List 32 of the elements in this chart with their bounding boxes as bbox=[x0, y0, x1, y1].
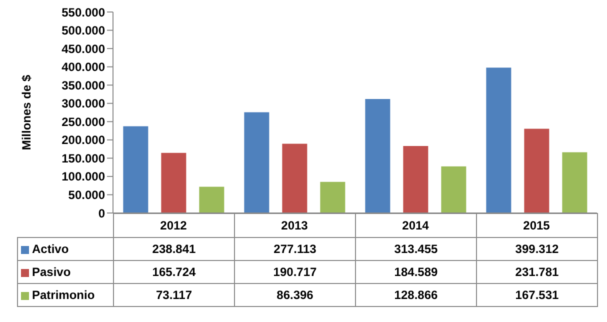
data-label: 73.117 bbox=[114, 284, 234, 306]
legend-label: Activo bbox=[32, 242, 69, 256]
y-tick-label: 500.000 bbox=[62, 24, 106, 38]
data-label: 86.396 bbox=[234, 284, 356, 306]
data-label: 238.841 bbox=[114, 238, 234, 260]
y-tick-label: 450.000 bbox=[62, 42, 106, 56]
data-label: 184.589 bbox=[356, 260, 476, 284]
y-tick-label: 350.000 bbox=[62, 78, 106, 92]
x-tick-label: 2012 bbox=[160, 218, 188, 233]
y-axis-title: Millones de $ bbox=[19, 74, 34, 150]
data-label: 231.781 bbox=[476, 260, 598, 284]
y-tick-label: 0 bbox=[98, 206, 106, 220]
y-tick-label: 400.000 bbox=[62, 60, 106, 74]
x-tick-label: 2013 bbox=[281, 218, 308, 233]
y-tick-label: 200.000 bbox=[62, 133, 106, 148]
data-label: 277.113 bbox=[234, 238, 356, 260]
y-tick-label: 100.000 bbox=[62, 170, 106, 184]
data-label: 165.724 bbox=[114, 260, 234, 284]
legend-label: Patrimonio bbox=[32, 288, 95, 302]
data-label: 128.866 bbox=[356, 284, 476, 306]
x-tick-label: 2015 bbox=[523, 218, 550, 233]
y-tick-label: 300.000 bbox=[62, 96, 106, 111]
x-tick-label: 2014 bbox=[402, 218, 430, 233]
data-label: 167.531 bbox=[476, 284, 598, 306]
data-label: 190.717 bbox=[234, 260, 356, 284]
legend-label: Pasivo bbox=[32, 265, 71, 279]
data-label: 313.455 bbox=[356, 238, 476, 260]
y-tick-label: 250.000 bbox=[62, 114, 106, 129]
y-tick-label: 50.000 bbox=[68, 188, 106, 202]
y-tick-label: 150.000 bbox=[62, 151, 106, 166]
data-label: 399.312 bbox=[476, 238, 598, 260]
y-tick-label: 550.000 bbox=[62, 5, 106, 20]
